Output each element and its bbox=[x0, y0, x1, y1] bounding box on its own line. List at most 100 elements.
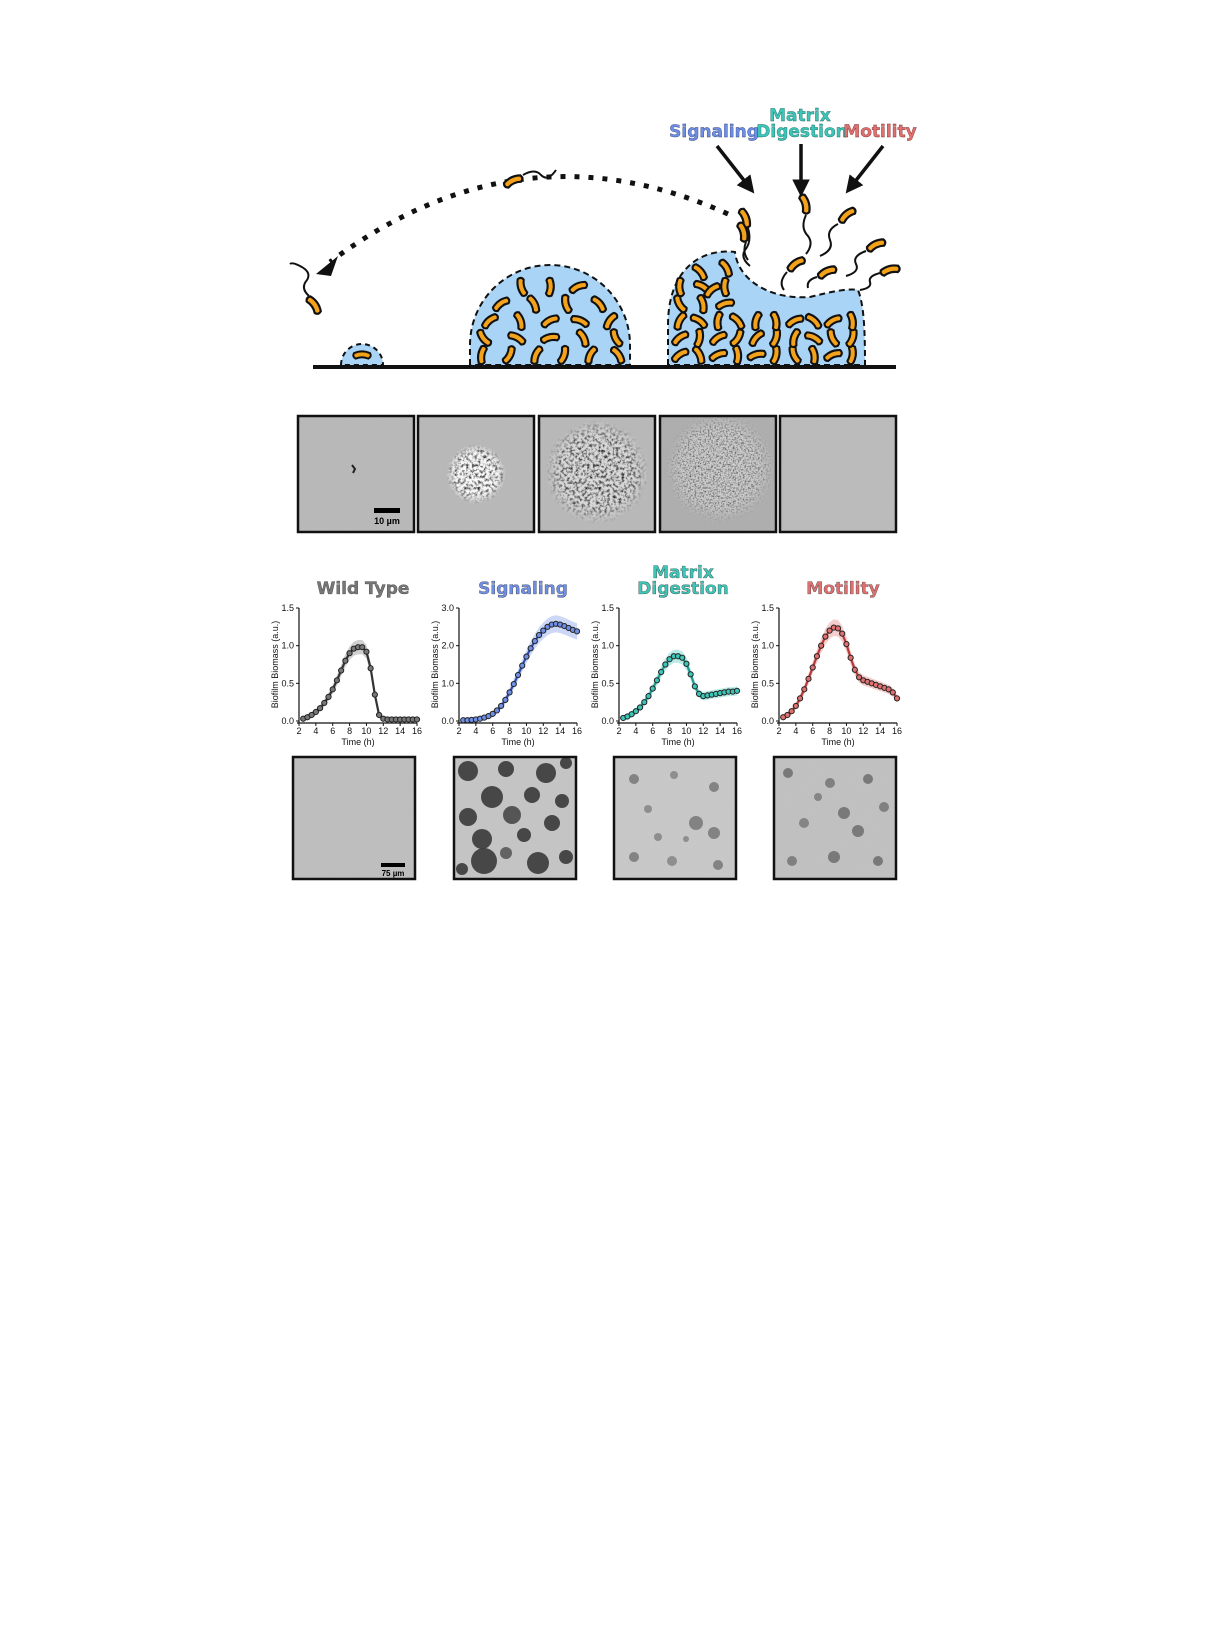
micrograph-signaling bbox=[452, 755, 578, 881]
x-tick-label: 12 bbox=[698, 726, 708, 736]
arc-arrowhead bbox=[316, 256, 338, 276]
y-tick-label: 0.5 bbox=[761, 678, 774, 688]
y-tick-label: 2.0 bbox=[441, 641, 454, 651]
data-point bbox=[889, 689, 896, 696]
y-tick-label: 0.0 bbox=[281, 716, 294, 726]
data-point bbox=[813, 653, 821, 660]
cell-aggregate bbox=[536, 763, 556, 783]
data-point bbox=[489, 710, 496, 717]
data-point bbox=[573, 628, 581, 635]
bacterium-icon bbox=[674, 276, 686, 298]
x-axis-label: Time (h) bbox=[501, 737, 534, 747]
y-axis-label: Biofilm Biomass (a.u.) bbox=[750, 621, 760, 709]
cell-aggregate bbox=[524, 787, 540, 803]
data-point bbox=[367, 665, 374, 672]
x-axis-label: Time (h) bbox=[821, 737, 854, 747]
data-point bbox=[321, 699, 328, 707]
x-axis-label: Time (h) bbox=[661, 737, 694, 747]
label-motility: Motility bbox=[843, 122, 916, 142]
y-tick-label: 0.5 bbox=[281, 678, 294, 688]
y-tick-label: 0.0 bbox=[761, 716, 774, 726]
x-axis-label: Time (h) bbox=[341, 737, 374, 747]
data-point bbox=[359, 644, 366, 651]
data-point bbox=[691, 683, 698, 690]
y-tick-label: 1.0 bbox=[601, 641, 614, 651]
micrograph-stage-1: 10 µm bbox=[296, 414, 416, 534]
y-tick-label: 3.0 bbox=[441, 603, 454, 613]
x-tick-label: 14 bbox=[555, 726, 565, 736]
x-tick-label: 12 bbox=[378, 726, 388, 736]
data-point bbox=[523, 653, 530, 660]
arrow-signaling bbox=[715, 144, 755, 194]
x-tick-label: 2 bbox=[776, 726, 781, 736]
data-point bbox=[818, 642, 825, 649]
bacterium-icon bbox=[719, 276, 731, 298]
series-line bbox=[463, 622, 578, 722]
data-point bbox=[822, 633, 829, 640]
data-point bbox=[325, 693, 332, 700]
x-tick-label: 6 bbox=[490, 726, 495, 736]
cell-aggregate bbox=[629, 774, 639, 784]
swimming-cell bbox=[845, 236, 888, 277]
data-point bbox=[316, 705, 324, 712]
data-point bbox=[342, 657, 349, 664]
y-tick-label: 0.0 bbox=[441, 716, 454, 726]
x-tick-label: 2 bbox=[456, 726, 461, 736]
data-point bbox=[805, 675, 812, 682]
data-point bbox=[308, 711, 315, 719]
data-point bbox=[628, 711, 635, 718]
cell-aggregate bbox=[879, 802, 889, 812]
y-tick-label: 1.5 bbox=[761, 603, 774, 613]
data-point bbox=[855, 674, 863, 681]
swimming-cell bbox=[819, 204, 859, 257]
x-tick-label: 16 bbox=[572, 726, 582, 736]
data-point bbox=[502, 696, 509, 704]
cell-aggregate bbox=[799, 818, 809, 828]
cell-aggregate bbox=[544, 815, 560, 831]
micrograph-row-top: 10 µm bbox=[296, 414, 898, 534]
y-tick-label: 0.5 bbox=[601, 678, 614, 688]
bacterium-icon bbox=[731, 344, 743, 366]
x-tick-label: 8 bbox=[507, 726, 512, 736]
swimming-cells bbox=[289, 169, 902, 317]
data-point bbox=[784, 711, 791, 719]
data-point bbox=[510, 680, 517, 688]
cell-aggregate bbox=[498, 761, 514, 777]
micrograph-matrix-digestion bbox=[612, 755, 738, 881]
x-tick-label: 4 bbox=[633, 726, 638, 736]
scale-bar-label-75um: 75 µm bbox=[382, 869, 405, 878]
chart-title: Wild Type bbox=[317, 579, 410, 599]
cell-aggregate bbox=[825, 778, 835, 788]
data-point bbox=[329, 686, 336, 693]
cell-aggregate bbox=[456, 863, 468, 875]
cell-aggregate bbox=[527, 852, 549, 874]
cell-aggregate bbox=[555, 794, 569, 808]
data-point bbox=[527, 645, 534, 652]
chart-title: Motility bbox=[806, 579, 879, 599]
label-digestion: Digestion bbox=[756, 122, 848, 142]
data-point bbox=[788, 708, 795, 715]
data-point bbox=[514, 671, 522, 679]
chart-1: Signaling 0.0 1.0 2.0 3.0 2 4 6 8 10 12 14 16 Time (h… bbox=[430, 579, 582, 747]
x-tick-label: 16 bbox=[732, 726, 742, 736]
cell-aggregate bbox=[459, 808, 477, 826]
micrograph-motility bbox=[772, 755, 898, 881]
data-point bbox=[506, 689, 513, 696]
data-point bbox=[662, 661, 669, 668]
y-axis-label: Biofilm Biomass (a.u.) bbox=[430, 621, 440, 709]
micrograph-stage-4 bbox=[658, 414, 778, 534]
data-point bbox=[653, 677, 661, 684]
data-point bbox=[338, 667, 345, 674]
data-point bbox=[649, 685, 656, 692]
x-tick-label: 14 bbox=[875, 726, 885, 736]
cell-aggregate bbox=[689, 816, 703, 830]
data-point bbox=[363, 648, 370, 655]
x-tick-label: 10 bbox=[361, 726, 371, 736]
data-point bbox=[641, 699, 648, 706]
bacterium-icon bbox=[784, 254, 808, 274]
cell-aggregate bbox=[838, 807, 850, 819]
x-tick-label: 4 bbox=[473, 726, 478, 736]
chart-0: Wild Type 0.0 0.5 1.0 1.5 2 4 6 8 10 12 14 16 Time (h… bbox=[270, 579, 422, 747]
y-tick-label: 1.5 bbox=[601, 603, 614, 613]
